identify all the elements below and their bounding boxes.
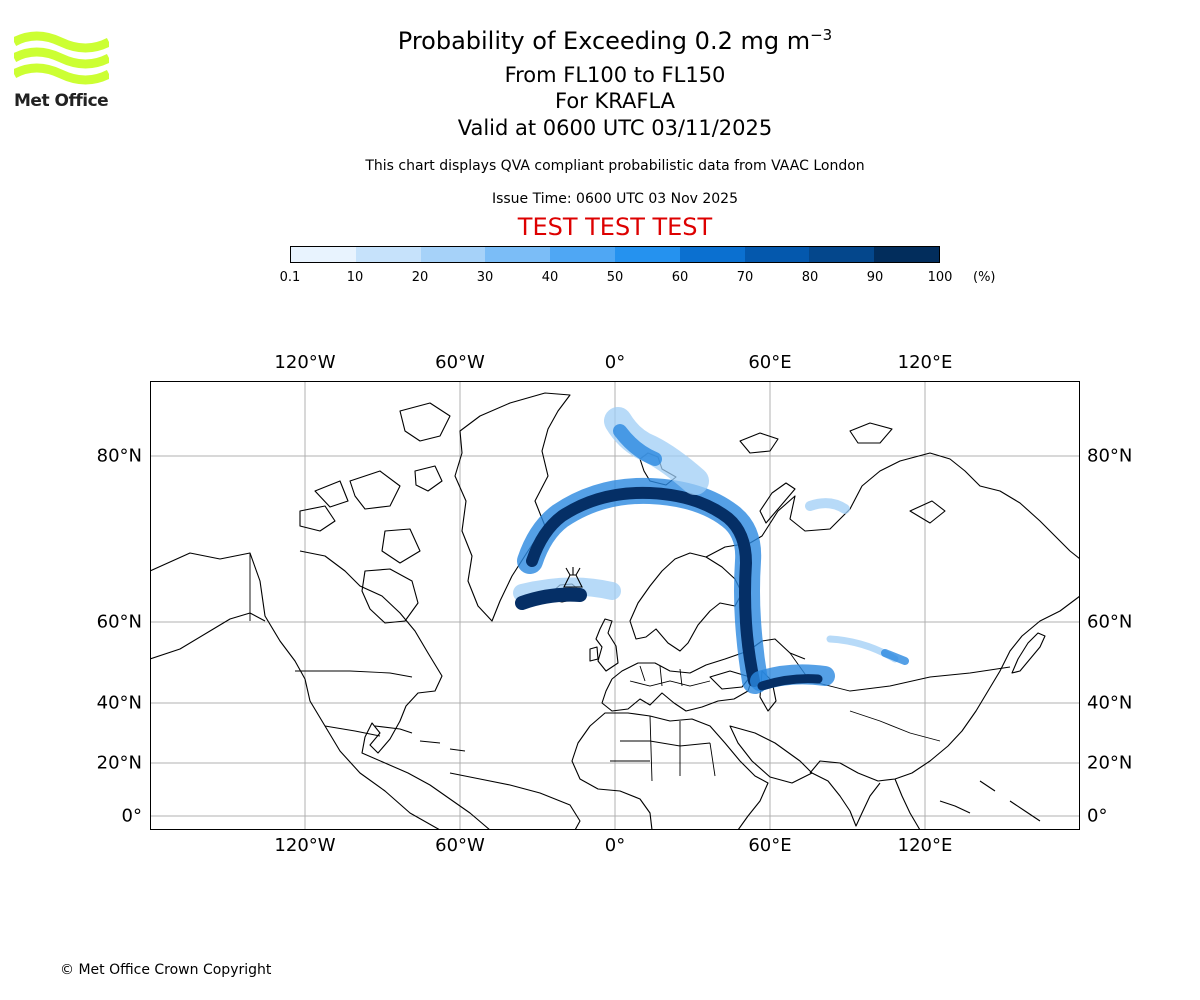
ash-plume-low-siberia <box>805 498 850 514</box>
lon-label-bottom-0: 0° <box>604 835 626 856</box>
lon-label-top-120w: 120°W <box>274 352 336 373</box>
data-source-note: This chart displays QVA compliant probab… <box>365 158 865 174</box>
lon-label-top-0: 0° <box>604 352 626 373</box>
valid-time: Valid at 0600 UTC 03/11/2025 <box>457 116 773 140</box>
lat-label-right-0: 0° <box>1087 805 1108 827</box>
south-america-north <box>449 772 581 830</box>
japan-coast <box>1011 632 1046 674</box>
arabia-coast <box>729 725 813 784</box>
test-banner: TEST TEST TEST <box>517 213 713 241</box>
colorbar-tick-10: 10 <box>346 270 364 285</box>
lat-label-right-60n: 60°N <box>1087 611 1133 633</box>
ash-plume-mid-far-east <box>881 649 909 665</box>
lat-label-right-80n: 80°N <box>1087 445 1133 467</box>
colorbar-segment-9 <box>874 247 939 262</box>
lat-label-right-40n: 40°N <box>1087 692 1133 714</box>
colorbar-tick-70: 70 <box>736 270 754 285</box>
colorbar-tick-50: 50 <box>606 270 624 285</box>
colorbar-tick-80: 80 <box>801 270 819 285</box>
caribbean-islands <box>374 725 466 752</box>
map-panel <box>150 381 1080 830</box>
east-asia-coast <box>809 595 1080 782</box>
canadian-arctic-archipelago <box>299 402 451 564</box>
lon-label-bottom-60w: 60°W <box>435 835 485 856</box>
map-frame <box>150 381 1080 830</box>
colorbar-segment-2 <box>420 247 486 262</box>
colorbar-segment-3 <box>485 247 551 262</box>
logo-text: Met Office <box>14 91 109 111</box>
colorbar-segment-0 <box>291 247 356 262</box>
ash-plume-mid-north <box>613 424 662 466</box>
lon-label-top-60w: 60°W <box>435 352 485 373</box>
flight-level-range: From FL100 to FL150 <box>504 63 726 87</box>
chart-title-exponent: −3 <box>810 26 833 44</box>
alaska-peninsula <box>150 612 266 660</box>
lon-label-top-60e: 60°E <box>748 352 792 373</box>
lat-label-left-80n: 80°N <box>96 445 142 467</box>
hudson-bay <box>361 568 419 624</box>
colorbar-tick-30: 30 <box>476 270 494 285</box>
logo-wave-3 <box>14 63 109 85</box>
border-usa-canada <box>295 670 413 678</box>
colorbar-segment-5 <box>614 247 680 262</box>
met-office-logo-icon <box>14 31 109 85</box>
lat-label-left-60n: 60°N <box>96 611 142 633</box>
logo-wave-1 <box>14 31 109 53</box>
africa-coast <box>571 712 769 830</box>
lat-label-left-20n: 20°N <box>96 752 142 774</box>
india-coast <box>811 772 881 827</box>
southeast-asia <box>894 778 1041 830</box>
border-usa-mexico <box>324 725 381 737</box>
lon-label-top-120e: 120°E <box>897 352 953 373</box>
issue-time: Issue Time: 0600 UTC 03 Nov 2025 <box>491 191 739 207</box>
colorbar-tick-90: 90 <box>866 270 884 285</box>
border-central-asia <box>849 710 941 742</box>
lon-label-bottom-120e: 120°E <box>897 835 953 856</box>
colorbar-tick-20: 20 <box>411 270 429 285</box>
russia-arctic-coast <box>705 452 1080 560</box>
lon-label-bottom-120w: 120°W <box>274 835 336 856</box>
ash-plume-high-west <box>515 587 587 610</box>
colorbar-tick-60: 60 <box>671 270 689 285</box>
colorbar-segment-1 <box>355 247 421 262</box>
lat-label-left-0: 0° <box>121 805 142 827</box>
colorbar-segment-7 <box>744 247 810 262</box>
chart-title-text: Probability of Exceeding 0.2 mg m <box>397 27 811 55</box>
novaya-zemlya <box>759 482 796 524</box>
logo-wave-2 <box>14 47 109 69</box>
chart-title: Probability of Exceeding 0.2 mg m−3 <box>0 26 1200 55</box>
colorbar-segment-4 <box>550 247 615 262</box>
volcano-icon <box>563 567 583 588</box>
border-africa <box>610 715 716 782</box>
lat-label-right-20n: 20°N <box>1087 752 1133 774</box>
arctic-islands-east <box>739 422 946 524</box>
europe-coast <box>601 638 806 712</box>
britain-coast <box>589 618 619 672</box>
north-america-coast <box>150 550 491 830</box>
colorbar-tick-100: 100 <box>927 270 953 285</box>
colorbar-segment-6 <box>679 247 745 262</box>
colorbar-unit: (%) <box>973 270 996 285</box>
volcano-name: For KRAFLA <box>555 89 675 113</box>
colorbar-tick-40: 40 <box>541 270 559 285</box>
ash-plume-high-east <box>757 674 823 691</box>
gridlines <box>150 381 1080 830</box>
copyright: © Met Office Crown Copyright <box>60 962 272 978</box>
colorbar <box>290 246 940 263</box>
ash-plume-high-arc <box>526 486 760 687</box>
colorbar-tick-0.1: 0.1 <box>279 270 301 285</box>
border-europe <box>629 665 711 687</box>
lat-label-left-40n: 40°N <box>96 692 142 714</box>
lon-label-bottom-60e: 60°E <box>748 835 792 856</box>
colorbar-segment-8 <box>809 247 875 262</box>
